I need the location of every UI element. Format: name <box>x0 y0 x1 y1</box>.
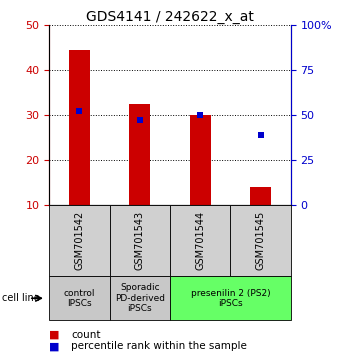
FancyBboxPatch shape <box>109 276 170 320</box>
Bar <box>69 50 90 205</box>
Text: count: count <box>71 330 101 339</box>
Bar <box>190 115 211 205</box>
Text: GSM701543: GSM701543 <box>135 211 145 270</box>
FancyBboxPatch shape <box>49 205 109 276</box>
FancyBboxPatch shape <box>49 276 109 320</box>
Text: ■: ■ <box>49 341 60 351</box>
Text: Sporadic
PD-derived
iPSCs: Sporadic PD-derived iPSCs <box>115 283 165 313</box>
FancyBboxPatch shape <box>231 205 291 276</box>
Text: percentile rank within the sample: percentile rank within the sample <box>71 341 247 351</box>
Text: ■: ■ <box>49 330 60 339</box>
FancyBboxPatch shape <box>170 205 231 276</box>
Text: GSM701542: GSM701542 <box>74 211 84 270</box>
Text: cell line: cell line <box>2 293 39 303</box>
Title: GDS4141 / 242622_x_at: GDS4141 / 242622_x_at <box>86 10 254 24</box>
FancyBboxPatch shape <box>109 205 170 276</box>
FancyBboxPatch shape <box>170 276 291 320</box>
Text: GSM701544: GSM701544 <box>195 211 205 270</box>
Bar <box>129 104 150 205</box>
Text: GSM701545: GSM701545 <box>256 211 266 270</box>
Bar <box>250 187 271 205</box>
Text: control
IPSCs: control IPSCs <box>64 289 95 308</box>
Text: presenilin 2 (PS2)
iPSCs: presenilin 2 (PS2) iPSCs <box>190 289 270 308</box>
